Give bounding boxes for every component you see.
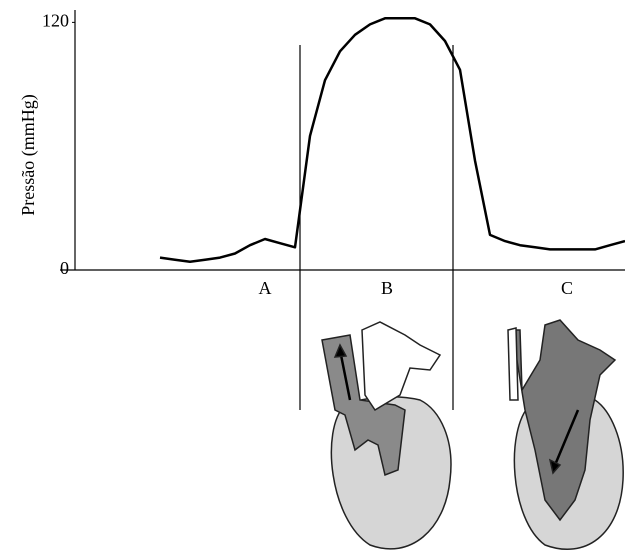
y-tick-label: 0	[60, 258, 69, 278]
phase-label: C	[561, 278, 573, 298]
pressure-curve	[159, 17, 625, 263]
y-axis-label: Pressão (mmHg)	[18, 94, 39, 215]
phase-label: B	[381, 278, 393, 298]
phase-label: A	[259, 278, 272, 298]
y-tick-label: 120	[42, 11, 69, 31]
heart-illustration	[321, 319, 624, 550]
